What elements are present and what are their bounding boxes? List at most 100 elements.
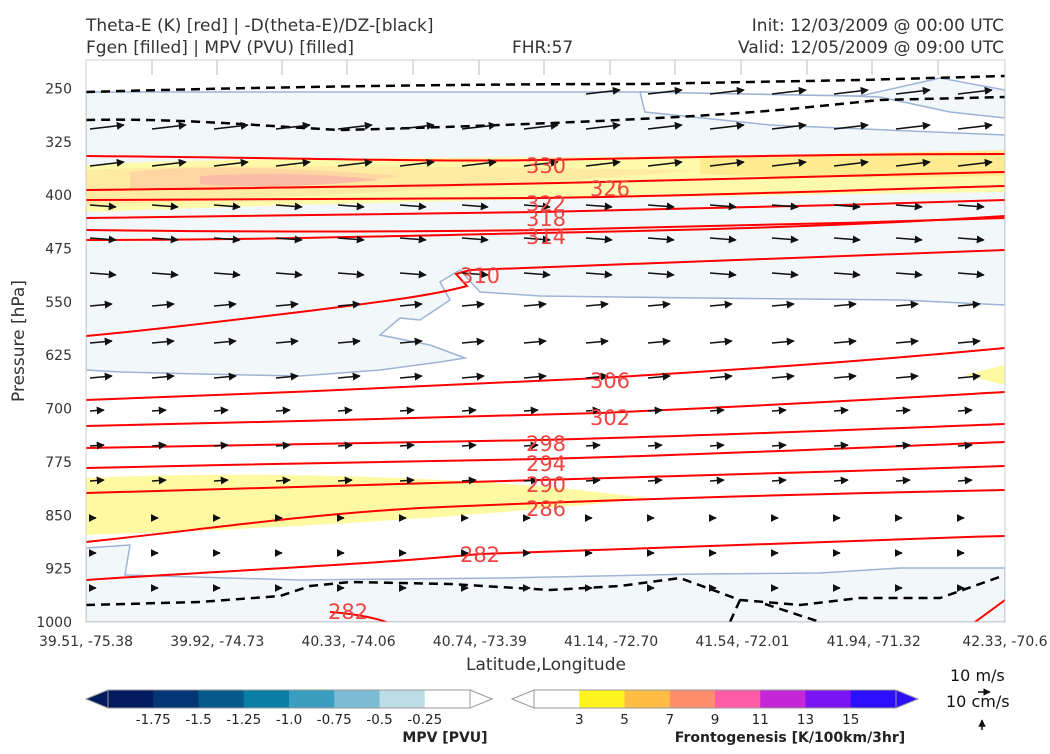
wind-vector [585,441,601,450]
wind-vector [833,372,857,381]
colorbar-tick-label: 15 [842,712,859,728]
wind-vector [523,441,539,450]
wind-vector [833,406,849,415]
colorbar-extend-left [510,689,535,709]
wind-vector [461,270,489,279]
colorbar-swatch [850,690,897,708]
wind-vector [771,372,795,381]
x-tick-label: 41.14, -72.70 [564,634,658,650]
wind-vector [771,406,787,415]
wind-vector [151,337,175,346]
wind-vector [585,121,621,130]
wind-vector [709,441,725,450]
x-tick-label: 39.92, -74.73 [170,634,264,650]
wind-vector [461,121,497,130]
colorbar-swatch [669,690,716,708]
wind-vector [89,270,117,279]
wind-vector [213,476,229,485]
wind-vector [89,372,113,381]
colorbar-swatch [243,690,290,708]
wind-vector [523,270,551,279]
wind-vector [585,235,613,244]
wind-vector [585,158,621,167]
x-tick-label: 41.94, -71.32 [827,634,921,650]
theta-e-contour [86,153,1005,162]
theta-e-label: 330 [526,154,566,178]
wind-ref-horizontal: 10 m/s [950,666,1005,685]
wind-vector [957,121,993,130]
wind-vector [771,270,799,279]
wind-vector [213,235,241,244]
frontogenesis-colorbar: 3 5 7 9 11 13 15 [510,689,920,728]
wind-vector [337,202,365,211]
wind-vector [709,202,737,211]
wind-vector [523,202,551,211]
wind-vector [337,441,353,450]
wind-vector [895,86,931,95]
wind-vector [647,235,675,244]
wind-vector [151,476,167,485]
colorbar-tick-label: 13 [797,712,814,728]
wind-vector [399,337,423,346]
wind-vector [647,300,671,309]
wind-vector [771,86,807,95]
theta-e-label: 282 [328,600,368,624]
colorbar-tick-label: -1.25 [226,712,261,728]
colorbar-swatch [334,690,380,708]
theta-e-label: 286 [526,497,566,521]
wind-vector [399,158,435,167]
theta-e-label: 310 [460,264,500,288]
wind-vector [957,372,981,381]
y-tick-label: 625 [45,348,72,364]
wind-vector [585,202,613,211]
forecast-hour: FHR:57 [512,38,573,58]
wind-vector [461,372,485,381]
y-tick-label: 325 [45,135,72,151]
wind-vector [585,476,601,485]
wind-vector [895,441,911,450]
wind-vector [399,121,435,130]
wind-vector [275,372,299,381]
y-tick-label: 775 [45,455,72,471]
wind-vector [647,476,663,485]
colorbar-extend-right [895,689,920,709]
wind-vector [461,202,489,211]
wind-vector [337,337,361,346]
wind-vector [399,372,423,381]
theta-e-label: 318 [526,207,566,231]
y-tick-label: 400 [45,188,72,204]
wind-vector [523,476,539,485]
valid-time: Valid: 12/05/2009 @ 09:00 UTC [738,38,1004,58]
wind-vector [275,158,311,167]
wind-vector [89,121,125,130]
wind-vector [895,121,931,130]
wind-vector [709,86,745,95]
colorbar-extend-left [84,689,109,709]
wind-vector [337,300,361,309]
wind-vector [895,202,923,211]
wind-vector [461,300,485,309]
wind-vector [337,158,373,167]
wind-vector [771,300,795,309]
wind-vector [709,270,737,279]
wind-vector [275,406,291,415]
wind-vector [957,202,985,211]
mpv-colorbar: -1.75 -1.5 -1.25 -1.0 -0.75 -0.5 -0.25 [84,689,494,728]
wind-vector [213,270,241,279]
wind-vector [647,441,663,450]
theta-e-contour [329,611,389,622]
x-tick-label: 41.54, -72.01 [695,634,789,650]
wind-vector [89,158,125,167]
theta-e-label: 282 [460,543,500,567]
wind-vector [89,337,113,346]
wind-vector [585,270,613,279]
colorbar-swatch [534,690,580,708]
wind-vector [957,300,981,309]
wind-vector [461,476,477,485]
wind-vector [895,476,911,485]
theta-e-contour [86,185,1005,201]
wind-vector [213,372,237,381]
wind-vector [709,121,745,130]
wind-vector [585,372,609,381]
wind-vector [957,406,973,415]
